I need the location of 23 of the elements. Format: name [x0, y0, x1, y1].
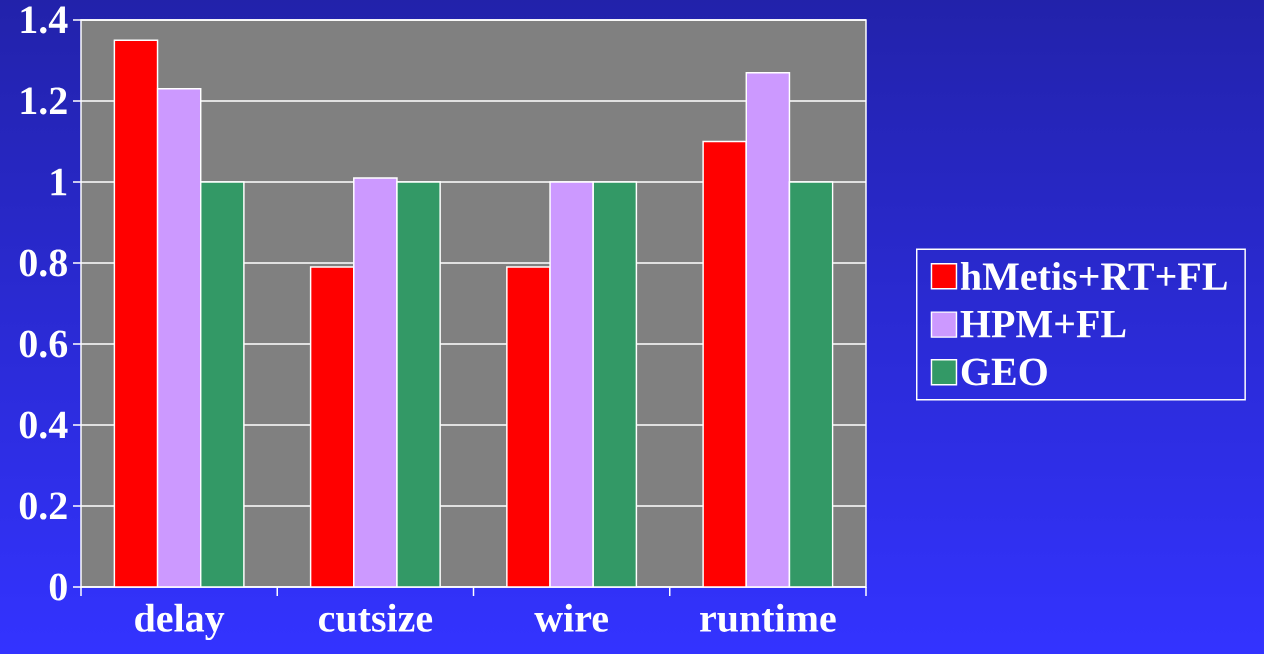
- y-tick-label: 0.6: [19, 330, 68, 358]
- bar: [309, 266, 355, 587]
- legend-label: hMetis+RT+FL: [960, 261, 1227, 291]
- bar: [745, 71, 791, 587]
- bar: [156, 88, 202, 587]
- y-tick-label: 0.8: [19, 249, 67, 277]
- x-tick-label: runtime: [700, 603, 836, 632]
- y-tick-label: 0.4: [19, 411, 68, 439]
- bar: [113, 39, 159, 587]
- y-tick-label: 0: [49, 573, 67, 601]
- y-tick-label: 0.2: [19, 492, 67, 520]
- bar: [506, 266, 551, 587]
- bar: [702, 140, 748, 587]
- y-tick-label: 1: [51, 168, 67, 196]
- x-tick-label: delay: [135, 603, 225, 641]
- bar: [353, 177, 398, 587]
- legend-label: HPM+FL: [960, 311, 1126, 338]
- legend-label: GEO: [961, 358, 1047, 386]
- y-tick-label: 1.2: [21, 87, 67, 115]
- bar: [549, 181, 594, 587]
- x-tick-label: cutsize: [318, 603, 433, 632]
- y-tick-label: 1.4: [21, 6, 68, 34]
- x-tick-label: wire: [534, 603, 608, 632]
